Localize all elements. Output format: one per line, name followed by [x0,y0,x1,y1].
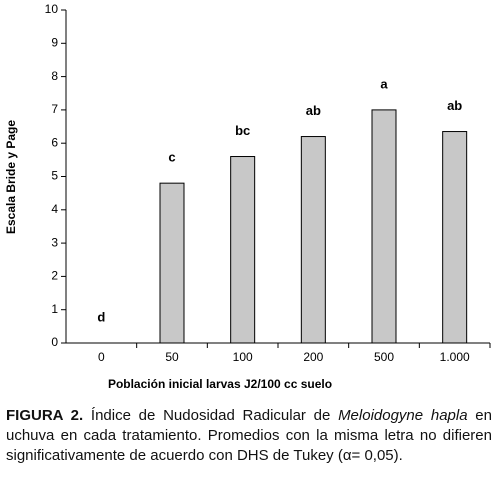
x-axis-title: Población inicial larvas J2/100 cc suelo [108,377,332,391]
y-tick-label: 3 [51,235,58,249]
caption-label: FIGURA 2. [6,407,84,424]
significance-letter: ab [447,98,462,113]
bar [300,136,326,344]
caption-text: en uchuva en cada tratamiento. Promedios… [6,407,492,464]
bar [442,131,468,344]
bar [371,109,397,344]
x-tick-label: 50 [165,350,179,364]
y-tick-label: 6 [51,135,58,149]
significance-letter: ab [306,103,321,118]
significance-letter: c [168,150,175,165]
x-tick-label: 1.000 [440,350,470,364]
significance-letter: a [380,76,388,91]
significance-letter: d [97,309,105,324]
caption: FIGURA 2. Índice de Nudosidad Radicular … [6,406,492,466]
chart: Escala Bride y Page Población inicial la… [4,2,491,391]
y-tick-label: 10 [45,2,59,16]
bar [230,156,256,344]
caption-text: Índice de Nudosidad Radicular de [90,407,331,424]
y-tick-label: 9 [51,35,58,49]
y-tick-label: 8 [51,69,58,83]
x-tick-label: 100 [233,350,253,364]
y-tick-label: 4 [51,202,58,216]
y-tick-label: 0 [51,335,58,349]
y-tick-label: 7 [51,102,58,116]
bar [159,182,185,344]
y-axis-title: Escala Bride y Page [4,120,18,234]
y-tick-label: 5 [51,169,58,183]
caption-species: Meloidogyne hapla [338,407,468,424]
significance-letter: bc [235,123,250,138]
y-tick-label: 1 [51,302,58,316]
y-tick-label: 2 [51,269,58,283]
x-tick-label: 0 [98,350,105,364]
x-tick-label: 500 [374,350,394,364]
x-tick-label: 200 [303,350,323,364]
